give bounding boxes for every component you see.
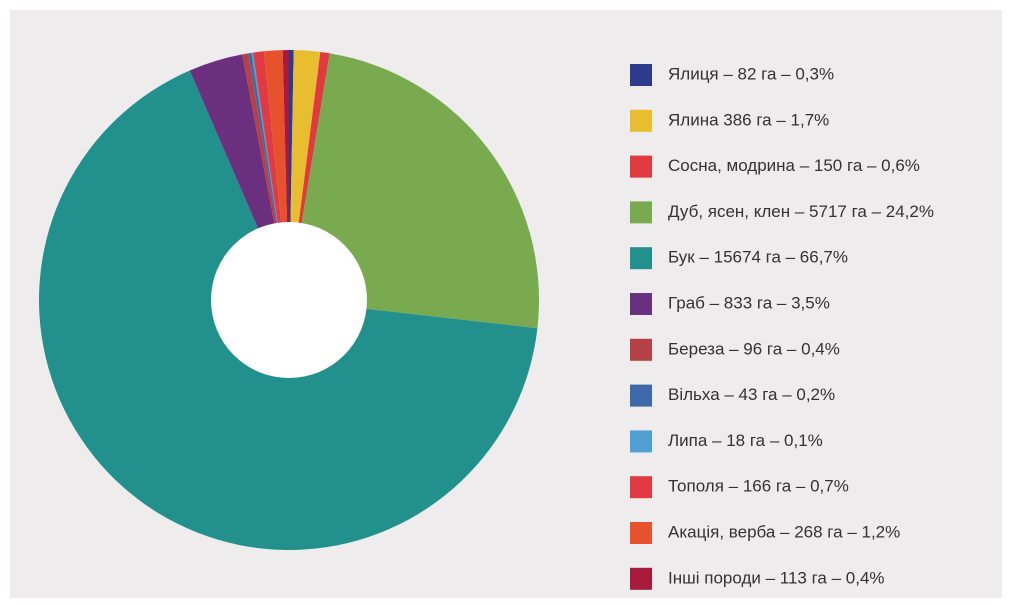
legend-label: Сосна, модрина – 150 га – 0,6% [668, 156, 920, 175]
legend-swatch [630, 522, 652, 544]
donut-hole [211, 222, 367, 378]
legend-label: Ялиця – 82 га – 0,3% [668, 64, 834, 83]
legend-label: Тополя – 166 га – 0,7% [668, 477, 849, 496]
legend-label: Граб – 833 га – 3,5% [668, 293, 830, 312]
legend-swatch [630, 109, 652, 132]
legend-label: Інші породи – 113 га – 0,4% [668, 568, 885, 587]
legend-label: Бук – 15674 га – 66,7% [668, 248, 848, 267]
legend-swatch [630, 201, 652, 224]
legend-swatch [630, 338, 652, 361]
legend-label: Дуб, ясен, клен – 5717 га – 24,2% [668, 202, 934, 221]
legend-label: Вільха – 43 га – 0,2% [668, 385, 835, 404]
legend-label: Липа – 18 га – 0,1% [668, 431, 823, 450]
legend-label: Акація, верба – 268 га – 1,2% [668, 522, 900, 541]
legend-swatch [630, 476, 652, 499]
legend-swatch [630, 155, 652, 178]
legend-label: Ялина 386 га – 1,7% [668, 110, 829, 129]
legend-swatch [630, 293, 652, 315]
legend-swatch [630, 247, 652, 270]
legend-swatch [630, 384, 652, 407]
legend-label: Береза – 96 га – 0,4% [668, 339, 840, 358]
legend-swatch [630, 567, 652, 590]
legend-swatch [630, 64, 652, 86]
legend-swatch [630, 430, 652, 453]
